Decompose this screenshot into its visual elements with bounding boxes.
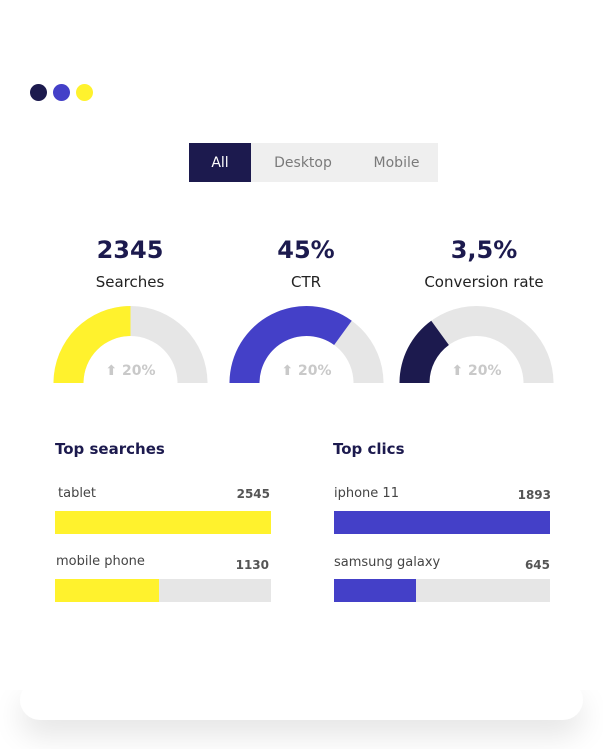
trend-value: 20% [298,363,332,379]
search-item-bar [55,579,271,602]
window-dot-yellow [76,84,93,101]
trend-indicator: ⬆ 20% [399,363,554,379]
bar-fill [55,579,159,602]
tab-mobile[interactable]: Mobile [373,154,420,171]
device-tabs: All Desktop Mobile [189,143,438,182]
gauge-svg [53,306,208,383]
clic-item-bar [334,579,550,602]
gauge-fill [399,320,449,383]
bar-fill [334,579,417,602]
clic-item-label: samsung galaxy [334,555,441,570]
trend-indicator: ⬆ 20% [53,363,208,379]
clic-item-bar [334,511,550,534]
metric-value: 45% [277,236,335,264]
bar-fill [55,511,271,534]
search-item-label: tablet [58,486,97,501]
gauge-searches: ⬆ 20% [53,305,208,385]
bar-fill [334,511,550,534]
trend-value: 20% [468,363,502,379]
gauge-fill [229,306,352,383]
gauge-conversion-rate: ⬆ 20% [399,305,554,385]
metric-label: Conversion rate [424,273,544,291]
metric-value: 2345 [96,236,164,264]
clic-item-value: 1893 [517,488,551,502]
trend-value: 20% [122,363,156,379]
top-clics-title: Top clics [333,440,405,458]
trend-indicator: ⬆ 20% [229,363,384,379]
metric-conversion-rate: 3,5% Conversion rate [392,236,576,292]
clic-item-value: 645 [524,558,550,572]
dashboard-card: All Desktop Mobile 2345 Searches ⬆ 20% 4… [30,84,576,602]
search-item-label: mobile phone [56,554,145,569]
arrow-up-icon: ⬆ [451,363,464,379]
metric-label: Searches [95,273,165,291]
window-dot-navy [30,84,47,101]
tab-all[interactable]: All [189,143,251,182]
window-dot-blue [53,84,70,101]
gauge-track [399,306,554,383]
metric-searches: 2345 Searches [45,236,215,292]
gauge-ctr: ⬆ 20% [229,305,384,385]
top-searches-title: Top searches [55,440,165,458]
clic-item-label: iphone 11 [334,486,399,501]
gauge-fill [53,306,131,383]
search-item-value: 1130 [235,558,269,572]
arrow-up-icon: ⬆ [105,363,118,379]
tab-desktop[interactable]: Desktop [274,154,332,171]
window-controls [30,84,93,101]
search-item-value: 2545 [236,487,270,501]
metric-value: 3,5% [450,236,518,264]
gauge-svg [399,306,554,383]
gauge-svg [229,306,384,383]
metric-ctr: 45% CTR [221,236,391,292]
arrow-up-icon: ⬆ [281,363,294,379]
search-item-bar [55,511,271,534]
metric-label: CTR [290,273,322,291]
